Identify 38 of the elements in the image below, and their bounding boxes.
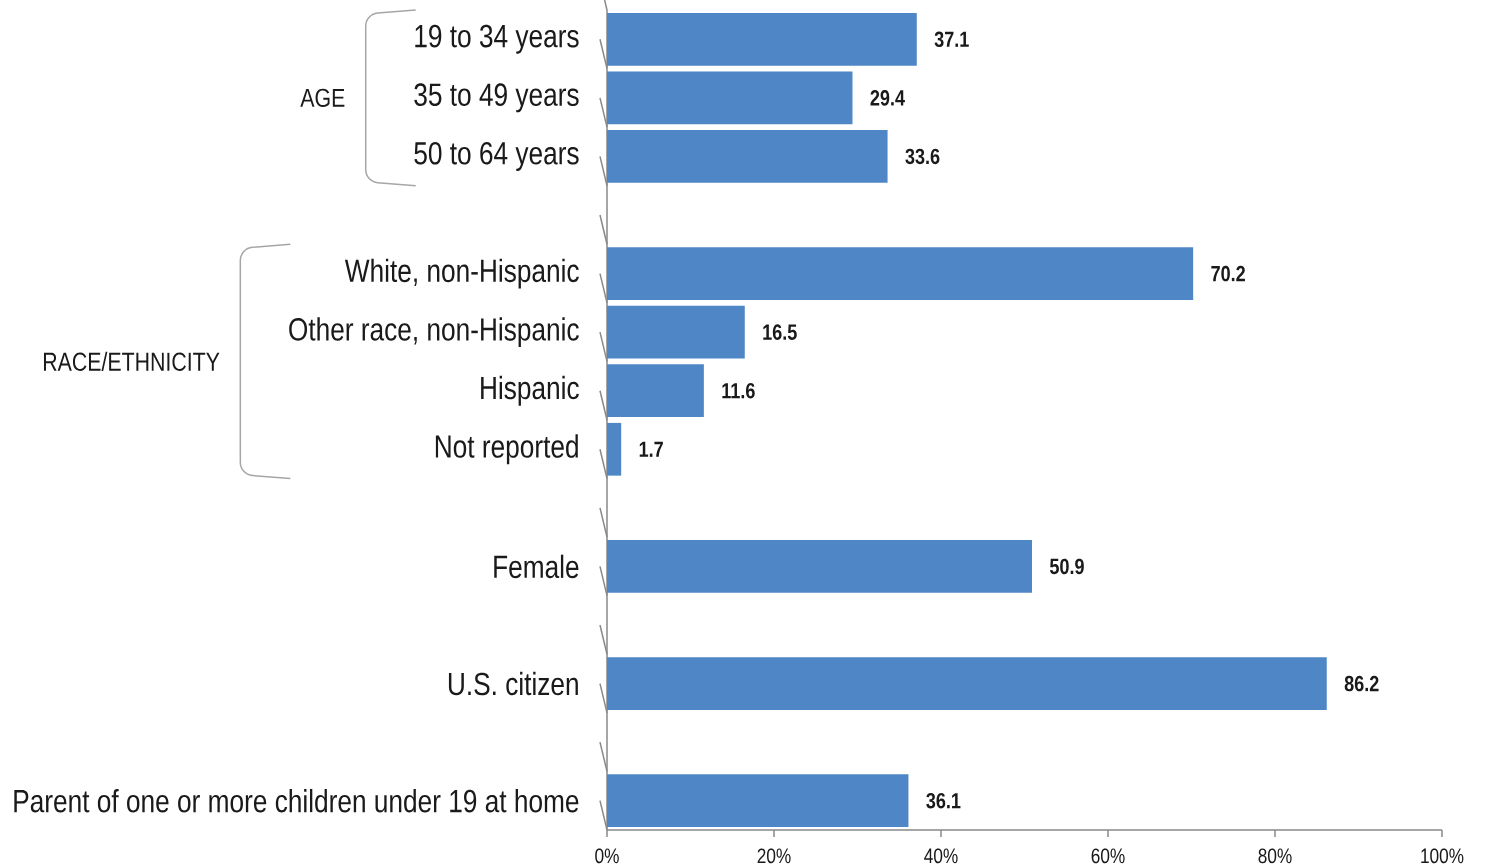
text: RACE/ETHNICITY (43, 351, 220, 371)
data-label: 86.2 (1344, 675, 1379, 692)
data-label: 33.6 (905, 148, 940, 165)
bar (607, 422, 622, 476)
x-tick-label: 60% (1091, 848, 1125, 864)
data-label: 50.9 (1049, 558, 1084, 575)
bar (607, 130, 888, 183)
bar (607, 774, 909, 828)
y-tick-label: 19 to 34 years (415, 24, 579, 54)
x-tick-label: 80% (1258, 848, 1292, 864)
y-tick-label: 50 to 64 years (414, 141, 579, 171)
x-tick-label: 100% (1421, 848, 1464, 864)
bar (607, 305, 745, 359)
bar (607, 12, 917, 66)
data-label: 29.4 (870, 90, 905, 106)
x-tick-label: 20% (757, 848, 791, 864)
bar (607, 657, 1327, 710)
data-label: 70.2 (1211, 265, 1245, 282)
y-tick-label: 35 to 49 years (414, 83, 579, 113)
y-tick-label: Parent of one or more children under 19 at home (14, 788, 579, 813)
bar (607, 71, 853, 125)
bar (607, 247, 1194, 300)
y-tick-label: U.S. citizen (448, 671, 578, 696)
data-label: 36.1 (926, 792, 961, 809)
y-tick-label: Female (494, 554, 579, 579)
data-label: 37.1 (934, 31, 969, 48)
y-tick-label: White, non-Hispanic (344, 258, 579, 289)
bar (607, 540, 1033, 593)
data-label: 11.6 (722, 382, 755, 399)
y-tick-label: Not reported (435, 434, 578, 465)
data-label: 1.7 (639, 441, 663, 457)
x-tick-label: 0% (595, 848, 619, 864)
text: AGE (300, 88, 345, 108)
x-tick-label: 40% (924, 848, 958, 864)
bar (607, 364, 704, 418)
y-tick-label: Other race, non-Hispanic (289, 317, 579, 348)
y-tick-label: Hispanic (481, 375, 579, 406)
data-label: 16.5 (763, 324, 797, 340)
